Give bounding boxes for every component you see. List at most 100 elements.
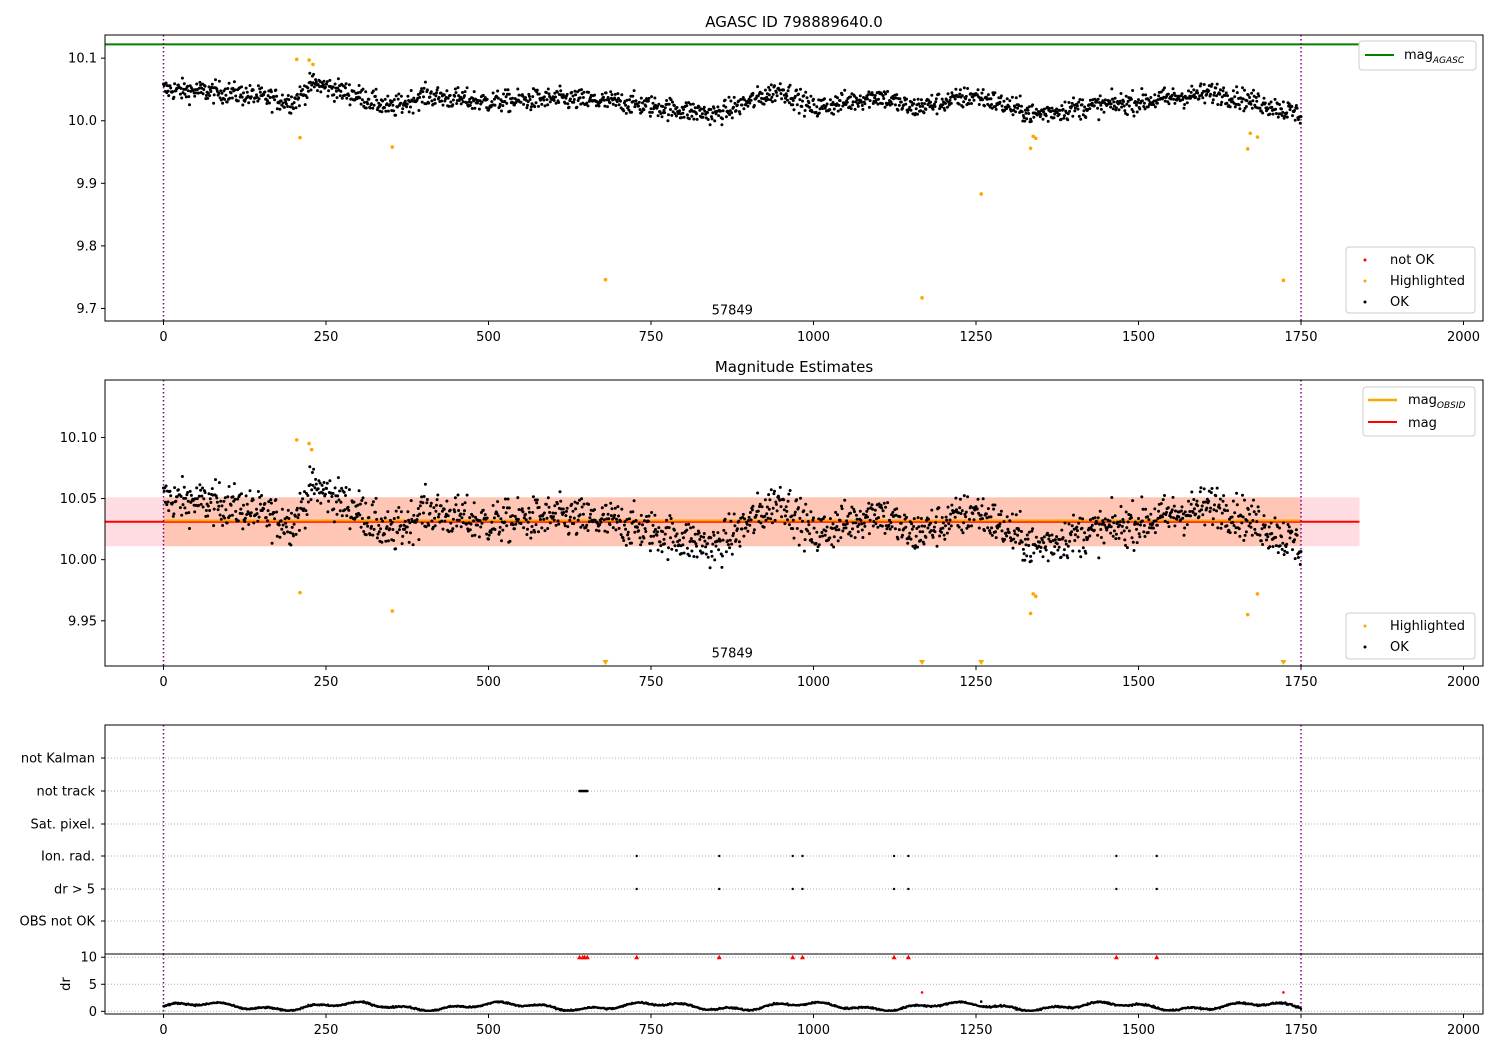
p1-xtick-label-500: 500 bbox=[476, 330, 501, 345]
p2-ok-point bbox=[399, 510, 403, 514]
p2-ok-point bbox=[910, 522, 914, 526]
p2-ok-point bbox=[1042, 535, 1046, 539]
p1-ok-point bbox=[784, 96, 787, 100]
p2-ok-point bbox=[798, 516, 802, 520]
p2-ok-point bbox=[774, 502, 778, 506]
p2-ok-point bbox=[576, 501, 579, 505]
p2-ok-point bbox=[823, 515, 826, 519]
p2-ok-point bbox=[711, 542, 715, 546]
p1-ok-point bbox=[1251, 99, 1255, 103]
p2-ok-point bbox=[573, 500, 577, 504]
p1-ok-point bbox=[293, 97, 297, 100]
p2-ok-point bbox=[699, 535, 703, 538]
p1-ytick-label-1: 9.8 bbox=[76, 239, 97, 254]
p2-ok-point bbox=[815, 549, 819, 552]
p2-ok-point bbox=[1114, 537, 1118, 541]
p2-ok-point bbox=[1219, 526, 1223, 530]
p1-ok-point bbox=[1281, 110, 1285, 114]
p2-ok-point bbox=[508, 539, 512, 543]
p2-ok-point bbox=[787, 492, 791, 496]
p2-ok-point bbox=[1084, 551, 1088, 555]
p2-ok-point bbox=[383, 532, 386, 536]
p2-ok-point bbox=[175, 495, 179, 499]
p2-ok-point bbox=[377, 523, 381, 527]
p1-ok-point bbox=[198, 80, 202, 84]
p1-ok-point bbox=[648, 110, 652, 114]
p1-ok-point bbox=[981, 98, 984, 102]
p2-ok-point bbox=[803, 538, 807, 542]
p2-ok-point bbox=[233, 497, 237, 501]
magnitude-point-legend-box bbox=[1345, 612, 1476, 660]
p2-ok-point bbox=[669, 517, 673, 520]
p1-ok-point bbox=[587, 90, 591, 94]
p1-ok-point bbox=[1220, 95, 1224, 99]
p1-ok-point bbox=[1270, 105, 1274, 109]
p1-ok-point bbox=[969, 92, 973, 96]
p2-ok-point bbox=[837, 528, 841, 532]
p2-ok-point bbox=[1146, 515, 1150, 519]
p1-ok-point bbox=[899, 100, 903, 104]
p1-ok-point bbox=[1090, 101, 1094, 105]
p1-ok-point bbox=[767, 85, 771, 89]
p2-ok-point bbox=[1138, 535, 1142, 539]
p1-ok-point bbox=[627, 108, 631, 112]
p1-ok-point bbox=[851, 100, 855, 104]
p1-ok-point bbox=[774, 91, 778, 94]
p1-ok-point bbox=[1248, 100, 1252, 104]
p1-ok-point bbox=[287, 98, 291, 102]
p1-ok-point bbox=[748, 101, 752, 105]
p2-ok-point bbox=[666, 558, 670, 562]
p1-ok-point bbox=[1122, 104, 1126, 108]
p1-ok-point bbox=[1280, 107, 1283, 111]
p2-ok-point bbox=[222, 499, 226, 503]
p2-ok-point bbox=[565, 509, 568, 513]
p1-ok-point bbox=[1095, 100, 1099, 104]
p1-ok-point bbox=[626, 105, 630, 109]
p2-ok-point bbox=[1130, 536, 1134, 540]
p1-ok-point bbox=[446, 96, 450, 100]
p1-ok-point bbox=[197, 91, 201, 95]
p2-ok-point bbox=[542, 517, 546, 521]
p2-ok-point bbox=[711, 530, 715, 534]
p1-ok-point bbox=[1066, 118, 1070, 122]
p2-ok-point bbox=[873, 513, 877, 517]
p2-ok-point bbox=[1132, 549, 1136, 552]
p2-ok-point bbox=[219, 517, 223, 521]
p2-ok-point bbox=[801, 519, 804, 523]
p2-ok-point bbox=[800, 530, 804, 534]
p2-ok-point bbox=[312, 492, 316, 496]
p1-ok-point bbox=[1025, 117, 1029, 121]
p2-ok-point bbox=[704, 545, 708, 549]
p2-ok-point bbox=[1293, 557, 1297, 561]
p1-ok-point bbox=[1109, 102, 1113, 106]
p1-ok-point bbox=[1153, 105, 1157, 109]
p2-ok-point bbox=[1242, 538, 1246, 542]
p2-ok-point bbox=[293, 514, 297, 518]
p2-ok-point bbox=[968, 517, 971, 521]
p2-ok-point bbox=[890, 513, 893, 517]
p1-ok-point bbox=[1140, 87, 1144, 91]
p2-ok-point bbox=[1066, 544, 1070, 548]
p1-ok-point bbox=[1291, 114, 1294, 118]
p2-ok-point bbox=[1285, 551, 1289, 555]
p2-ok-point bbox=[1052, 552, 1056, 556]
p2-ok-point bbox=[652, 534, 656, 538]
p1-ok-point bbox=[1197, 97, 1201, 101]
p2-ok-point bbox=[379, 527, 383, 531]
p1-ok-point bbox=[940, 97, 944, 101]
flag-row-label-2: Sat. pixel. bbox=[31, 818, 95, 833]
p2-ok-point bbox=[579, 525, 583, 529]
p2-ok-point bbox=[1143, 535, 1147, 538]
p2-ok-point bbox=[910, 527, 914, 531]
p2-ok-point bbox=[433, 516, 437, 520]
p1-ok-point bbox=[1132, 114, 1136, 118]
p2-ok-point bbox=[962, 494, 966, 498]
p2-ok-point bbox=[1211, 523, 1215, 527]
p2-ok-point bbox=[1296, 556, 1300, 559]
p2-ok-point bbox=[409, 531, 412, 535]
p2-ok-point bbox=[671, 521, 674, 525]
p2-ok-point bbox=[497, 532, 501, 536]
p1-ok-point bbox=[1294, 104, 1298, 107]
p1-ok-point bbox=[732, 105, 735, 109]
